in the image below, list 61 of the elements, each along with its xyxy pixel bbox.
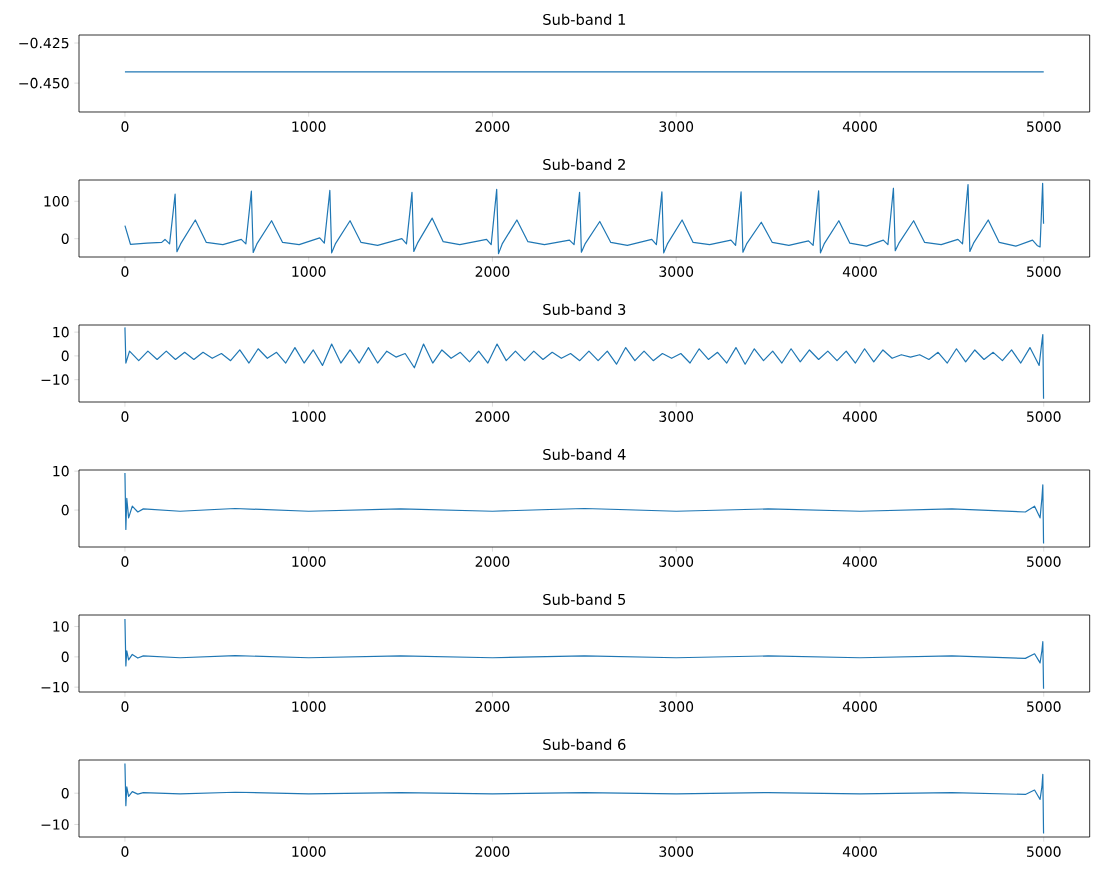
x-tick-label: 4000 [842, 701, 877, 712]
y-tick-label: 10 [53, 465, 69, 477]
line-series [124, 472, 1045, 545]
x-tick-label: 4000 [842, 846, 877, 857]
line-series [124, 182, 1045, 255]
y-tick-label: 10 [53, 621, 69, 632]
y-tick-label: 0 [61, 350, 69, 362]
x-tick-label: 2000 [475, 846, 510, 857]
x-tick-label: 5000 [1027, 266, 1061, 277]
x-tick-label: 3000 [659, 701, 694, 712]
x-tick-label: 4000 [842, 266, 877, 277]
y-tick-label: −0.450 [19, 77, 69, 89]
y-tick-label: 0 [61, 504, 69, 516]
x-tick-label: 5000 [1027, 701, 1061, 712]
x-tick-label: 0 [121, 121, 129, 132]
x-tick-label: 5000 [1027, 846, 1061, 857]
x-tick-label: 3000 [659, 266, 694, 277]
x-tick-label: 3000 [659, 556, 694, 567]
y-tick-label: 0 [61, 233, 69, 244]
y-tick-label: −0.425 [19, 37, 69, 49]
x-tick-label: 1000 [292, 556, 326, 567]
chart-title: Sub-band 2 [543, 158, 625, 171]
x-tick-label: 5000 [1027, 556, 1061, 567]
chart-title: Sub-band 1 [543, 13, 626, 25]
x-tick-label: 0 [121, 701, 129, 712]
y-tick-label: −10 [41, 819, 69, 830]
x-tick-label: 1000 [292, 121, 326, 132]
x-tick-label: 1000 [292, 701, 326, 712]
y-tick-label: −10 [41, 374, 69, 385]
x-tick-label: 0 [121, 266, 129, 277]
x-tick-label: 4000 [842, 411, 877, 422]
x-tick-label: 3000 [659, 121, 694, 132]
y-tick-label: −10 [41, 681, 69, 693]
x-tick-label: 1000 [292, 411, 326, 422]
x-tick-label: 1000 [292, 846, 326, 857]
x-tick-label: 0 [121, 411, 129, 422]
x-tick-label: 2000 [475, 121, 510, 132]
x-tick-label: 0 [121, 556, 129, 567]
x-tick-label: 4000 [842, 121, 877, 132]
x-tick-label: 2000 [475, 556, 510, 567]
y-tick-label: 10 [53, 326, 69, 338]
x-tick-label: 0 [121, 846, 129, 857]
x-tick-label: 3000 [659, 411, 694, 422]
line-series [124, 618, 1045, 690]
chart-title: Sub-band 3 [543, 303, 626, 316]
chart-title: Sub-band 6 [543, 738, 626, 751]
x-tick-label: 2000 [475, 411, 510, 422]
x-tick-label: 5000 [1027, 121, 1061, 132]
y-tick-label: 0 [61, 787, 69, 799]
line-series [124, 762, 1045, 835]
y-tick-label: 0 [61, 651, 69, 663]
chart-title: Sub-band 5 [543, 593, 626, 606]
x-tick-label: 4000 [842, 556, 877, 567]
x-tick-label: 1000 [292, 266, 326, 277]
x-tick-label: 2000 [475, 701, 510, 712]
x-tick-label: 5000 [1027, 411, 1061, 422]
line-series [124, 326, 1045, 400]
chart-title: Sub-band 4 [543, 448, 626, 461]
x-tick-label: 2000 [475, 266, 510, 277]
x-tick-label: 3000 [659, 846, 694, 857]
y-tick-label: 100 [44, 196, 69, 207]
